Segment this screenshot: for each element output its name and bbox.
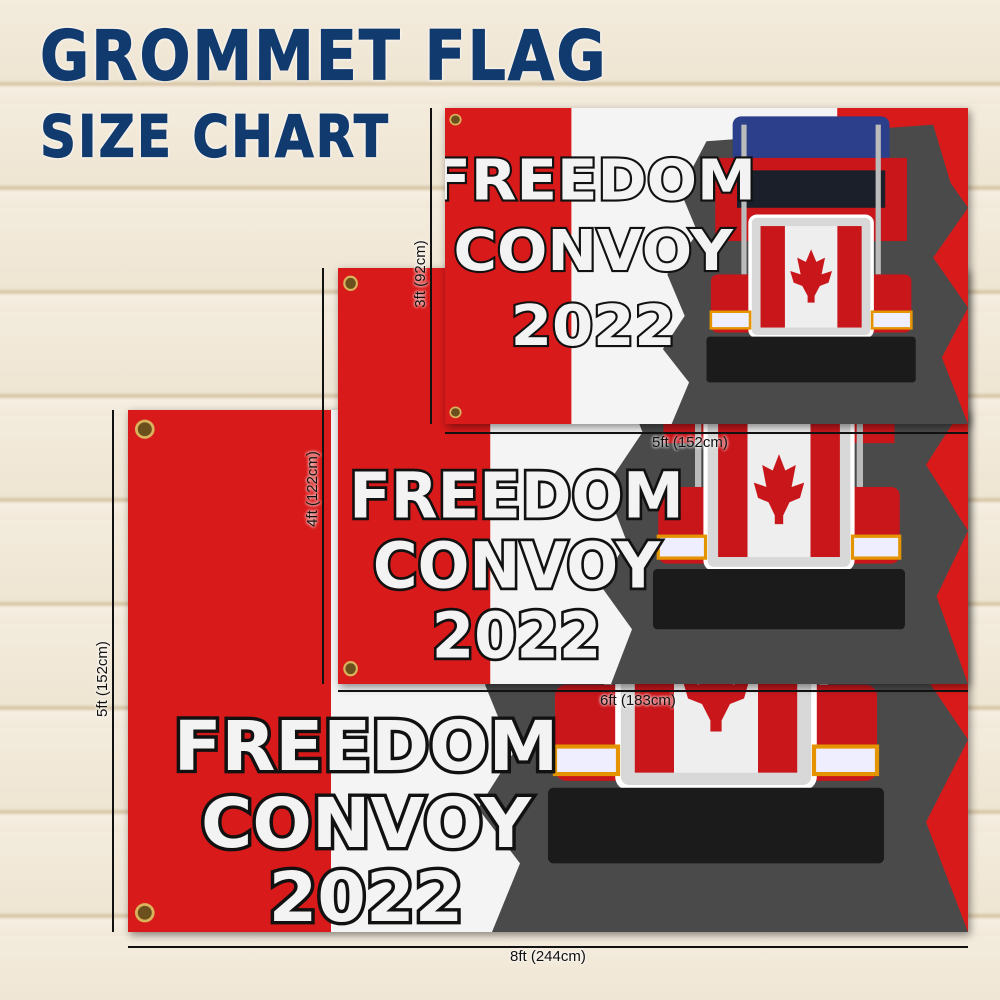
- height-label: 3ft (92cm): [412, 240, 429, 308]
- maple-leaf-icon: [790, 249, 833, 303]
- grommet-icon: [343, 661, 358, 677]
- height-label: 5ft (152cm): [94, 641, 111, 717]
- grommet-icon: [449, 113, 462, 126]
- flag-text-convoy: CONVOY: [201, 784, 532, 863]
- width-dimension-line: [445, 432, 968, 434]
- height-dimension-line: [322, 268, 324, 684]
- height-label: 4ft (122cm): [304, 451, 321, 527]
- width-label: 8ft (244cm): [510, 948, 586, 965]
- flag-text-freedom: FREEDOM: [349, 458, 684, 533]
- flag-text-year: 2022: [269, 859, 464, 932]
- grommet-icon: [449, 406, 462, 419]
- flag-text-convoy: CONVOY: [453, 217, 734, 283]
- flag-text-freedom: FREEDOM: [174, 708, 559, 787]
- flag-graphic: FREEDOM CONVOY 2022: [445, 108, 968, 424]
- width-dimension-line: [338, 690, 968, 692]
- flag-text-freedom: FREEDOM: [445, 147, 756, 213]
- width-dimension-line: [128, 946, 968, 948]
- height-dimension-line: [112, 410, 114, 932]
- maple-leaf-icon: [753, 454, 805, 525]
- grommet-icon: [135, 903, 155, 923]
- title-line-1: GROMMET FLAG: [40, 16, 608, 97]
- width-label: 6ft (183cm): [600, 692, 676, 709]
- title-line-2: SIZE CHART: [39, 103, 391, 171]
- width-label: 5ft (152cm): [652, 434, 728, 451]
- flag-text-convoy: CONVOY: [373, 528, 661, 603]
- flag-text-year: 2022: [511, 292, 676, 358]
- height-dimension-line: [430, 108, 432, 424]
- grommet-icon: [343, 275, 358, 291]
- flag-text-year: 2022: [432, 599, 601, 674]
- flag-small: FREEDOM CONVOY 2022: [445, 108, 968, 424]
- grommet-icon: [135, 419, 155, 439]
